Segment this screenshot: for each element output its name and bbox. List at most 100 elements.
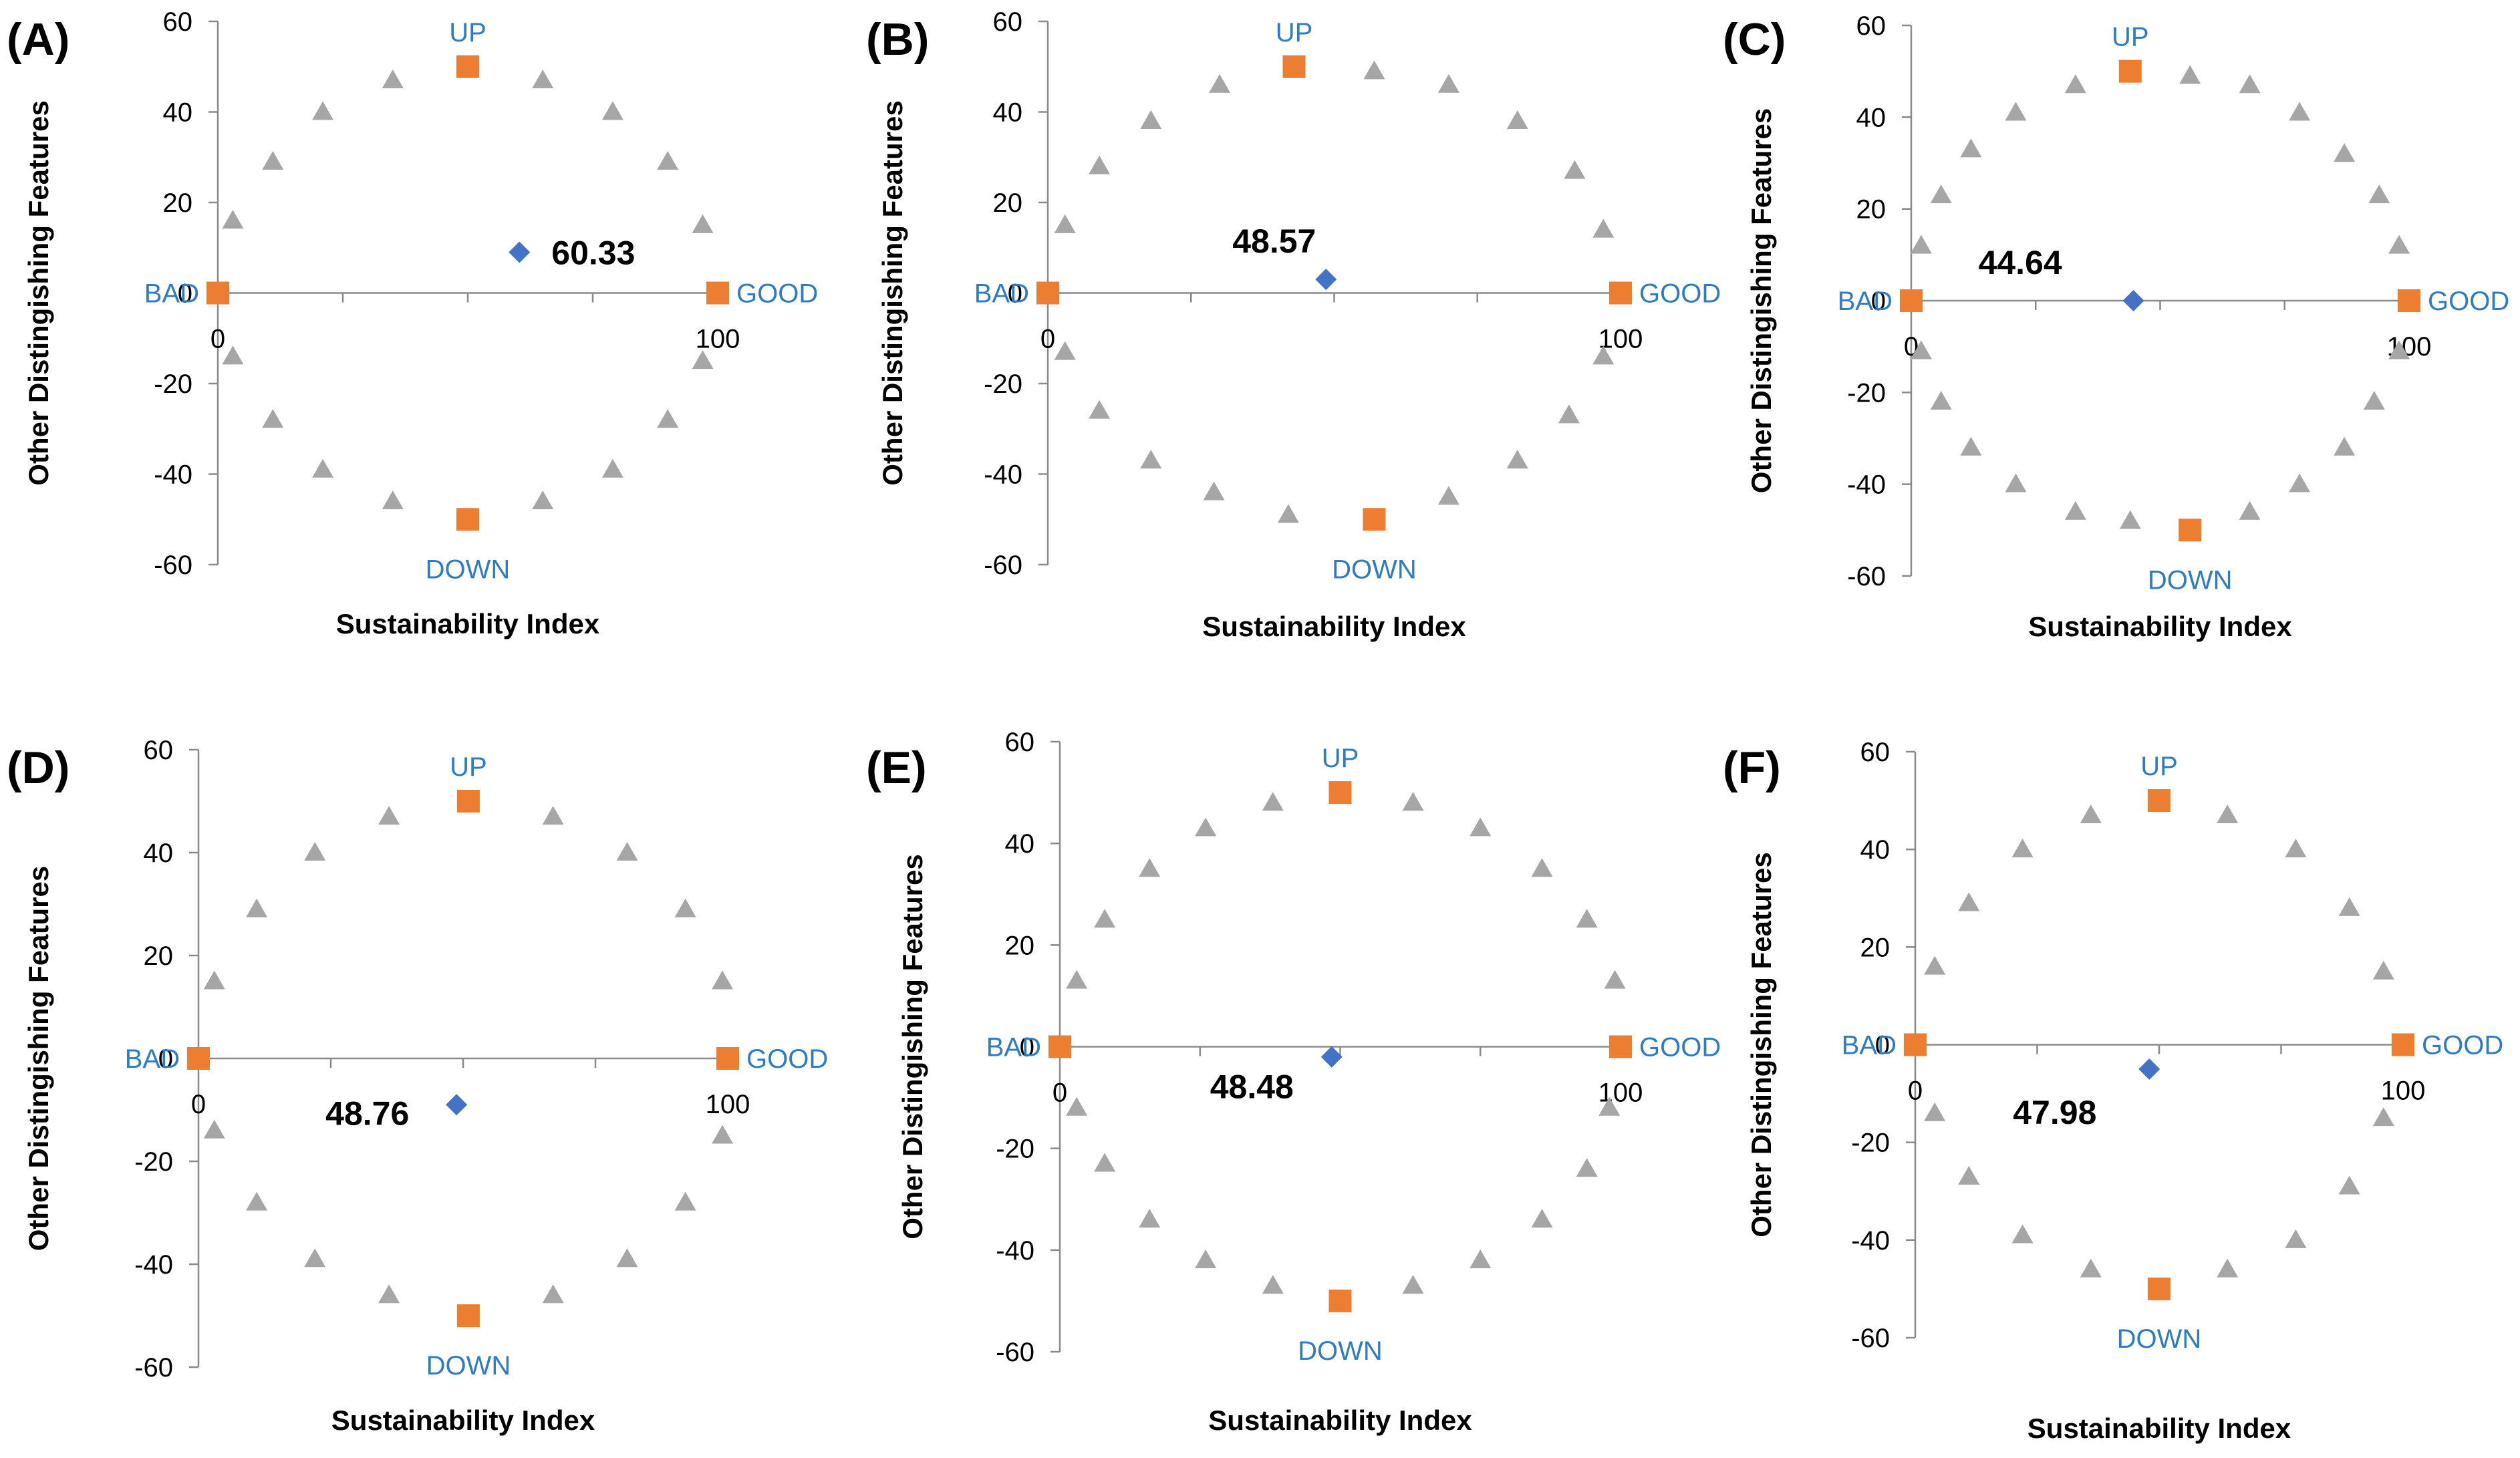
- reference-triangle: [657, 409, 679, 428]
- y-tick-label: 40: [1005, 829, 1035, 859]
- reference-triangle: [616, 1248, 638, 1268]
- reference-triangle: [1910, 235, 1932, 254]
- pole-good-square: [716, 1047, 739, 1070]
- y-tick-label: -40: [996, 1236, 1034, 1266]
- reference-triangle: [1958, 1165, 1980, 1185]
- pole-label-good: GOOD: [1639, 279, 1721, 309]
- index-diamond: [2138, 1058, 2160, 1080]
- reference-triangle: [2363, 391, 2385, 410]
- y-tick-label: 60: [1856, 11, 1886, 41]
- pole-bad-square: [1048, 1035, 1071, 1058]
- panel-letter: (B): [866, 14, 929, 65]
- reference-triangle: [2217, 805, 2239, 824]
- y-axis-title: Other Distingishing Features: [877, 100, 908, 485]
- reference-triangle: [674, 1191, 696, 1211]
- reference-triangle: [2064, 74, 2086, 94]
- pole-label-down: DOWN: [1332, 555, 1417, 584]
- reference-triangle: [2239, 74, 2261, 94]
- panel-letter: (A): [7, 14, 69, 65]
- y-axis-title: Other Distingishing Features: [23, 100, 54, 485]
- pole-label-down: DOWN: [426, 555, 511, 584]
- reference-triangle: [378, 1284, 400, 1304]
- pole-up-square: [456, 790, 480, 813]
- pole-bad-square: [206, 281, 229, 305]
- pole-label-bad: BAD: [1842, 1031, 1897, 1060]
- y-tick-label: -20: [1847, 378, 1886, 408]
- pole-label-bad: BAD: [974, 279, 1029, 309]
- pole-up-square: [2118, 59, 2142, 83]
- y-tick-label: -40: [1847, 470, 1886, 500]
- reference-triangle: [2289, 102, 2311, 121]
- index-diamond: [446, 1094, 468, 1116]
- reference-triangle: [1604, 970, 1626, 989]
- x-tick-label: 100: [1598, 1078, 1643, 1108]
- reference-triangle: [1910, 340, 1932, 359]
- x-tick-label: 100: [1598, 325, 1643, 354]
- y-tick-label: -20: [134, 1147, 173, 1177]
- pole-label-up: UP: [2140, 752, 2178, 781]
- index-value-label: 48.76: [325, 1095, 409, 1132]
- y-tick-label: -60: [1851, 1324, 1890, 1353]
- y-tick-label: 20: [1856, 195, 1886, 225]
- reference-triangle: [1363, 60, 1385, 80]
- reference-triangle: [2285, 839, 2307, 858]
- reference-triangle: [2179, 65, 2201, 84]
- reference-triangle: [1564, 160, 1586, 179]
- reference-triangle: [2388, 340, 2410, 359]
- x-axis-title: Sustainability Index: [331, 1405, 595, 1436]
- reference-triangle: [2388, 235, 2410, 254]
- reference-triangle: [1576, 909, 1598, 928]
- y-tick-label: 60: [144, 736, 174, 765]
- x-axis-title: Sustainability Index: [1208, 1405, 1472, 1436]
- pole-down-square: [2148, 1277, 2171, 1300]
- reference-triangle: [1140, 110, 1162, 130]
- reference-triangle: [222, 210, 244, 229]
- reference-triangle: [2338, 897, 2360, 916]
- reference-triangle: [1402, 792, 1424, 811]
- pole-bad-square: [1904, 1033, 1927, 1056]
- pole-label-down: DOWN: [1298, 1336, 1383, 1366]
- pole-down-square: [1328, 1289, 1352, 1312]
- reference-triangle: [2338, 1175, 2360, 1195]
- reference-triangle: [601, 101, 623, 120]
- pole-good-square: [1609, 1035, 1632, 1058]
- reference-triangle: [262, 151, 284, 170]
- reference-triangle: [1054, 341, 1076, 360]
- reference-triangle: [1506, 450, 1528, 469]
- y-tick-label: -60: [984, 551, 1022, 580]
- y-tick-label: 20: [1005, 931, 1035, 960]
- reference-triangle: [2372, 1107, 2394, 1127]
- pole-good-square: [1609, 281, 1632, 305]
- reference-triangle: [1598, 1097, 1621, 1116]
- pole-down-square: [2179, 519, 2202, 542]
- reference-triangle: [1094, 1153, 1116, 1172]
- chart-panel-e: (E) 60 40 20 0 -20 -40 -60 0 100 Sustainability In…: [866, 728, 1721, 1436]
- panel-letter: (C): [1723, 14, 1786, 65]
- y-tick-label: 40: [993, 98, 1023, 128]
- index-value-label: 48.48: [1210, 1068, 1294, 1106]
- index-diamond: [509, 241, 531, 263]
- y-tick-label: 0: [1875, 1031, 1890, 1060]
- x-axis-title: Sustainability Index: [2028, 611, 2292, 642]
- pole-label-up: UP: [450, 752, 487, 782]
- reference-triangle: [1930, 184, 1952, 204]
- pole-bad-square: [1900, 289, 1923, 312]
- y-tick-label: 60: [1005, 728, 1035, 757]
- index-diamond: [1315, 269, 1337, 291]
- reference-triangle: [378, 806, 400, 825]
- pole-label-up: UP: [1322, 744, 1359, 773]
- y-tick-label: 60: [163, 7, 193, 37]
- x-axis-title: Sustainability Index: [1202, 611, 1466, 642]
- y-tick-label: 60: [993, 7, 1023, 37]
- pole-label-up: UP: [449, 18, 486, 47]
- reference-triangle: [246, 898, 268, 917]
- reference-triangle: [1139, 1209, 1161, 1228]
- pole-down-square: [1363, 508, 1386, 531]
- y-tick-label: -40: [134, 1250, 173, 1280]
- reference-triangle: [1930, 391, 1952, 410]
- chart-panel-d: (D) 60 40 20 0 -20 -40 -60 0 100 Sustainability In…: [7, 736, 828, 1436]
- reference-triangle: [2289, 473, 2311, 492]
- x-tick-label: 100: [696, 325, 740, 354]
- chart-panel-b: (B) 60 40 20 0 -20 -40 -60 0 100 Sustainability In…: [866, 7, 1721, 642]
